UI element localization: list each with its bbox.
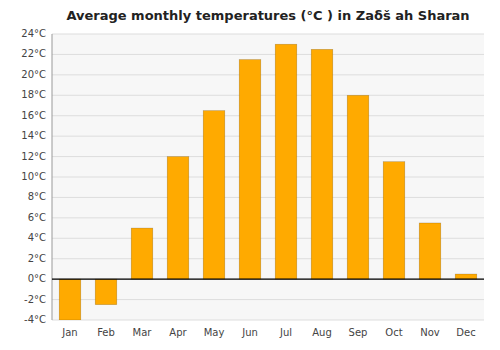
- grid-line: [52, 217, 484, 218]
- grid-line: [52, 74, 484, 75]
- y-tick-label: 18°C: [21, 89, 46, 100]
- grid-line: [52, 177, 484, 178]
- x-tick-label: Jan: [61, 327, 77, 338]
- bar: [347, 95, 369, 279]
- bar: [311, 49, 333, 279]
- y-axis: -4°C -2°C 0°C 2°C 4°C 6°C 8°C 10°C 12°C 14°C 16°C 1…: [21, 28, 52, 325]
- bar: [383, 162, 405, 279]
- y-tick-label: -4°C: [24, 314, 46, 325]
- bar: [95, 279, 117, 305]
- grid-line: [52, 156, 484, 157]
- x-tick-label: May: [204, 327, 225, 338]
- grid-line: [52, 34, 484, 35]
- grid-line: [52, 115, 484, 116]
- grid-line: [52, 197, 484, 198]
- bar: [239, 60, 261, 280]
- x-axis: Jan Feb Mar Apr May Jun Jul Aug Sep Oct Nov Dec: [61, 327, 475, 338]
- bar: [419, 223, 441, 279]
- y-tick-label: 22°C: [21, 48, 46, 59]
- y-tick-label: 20°C: [21, 69, 46, 80]
- grid-line: [52, 320, 484, 321]
- y-tick-label: 10°C: [21, 171, 46, 182]
- bar: [275, 44, 297, 279]
- y-tick-label: -2°C: [24, 294, 46, 305]
- plot-area: [52, 34, 484, 320]
- bars: [52, 44, 484, 320]
- x-tick-label: Jun: [241, 327, 258, 338]
- grid-line: [52, 95, 484, 96]
- y-tick-label: 4°C: [28, 232, 46, 243]
- x-tick-label: Dec: [456, 327, 475, 338]
- y-tick-label: 16°C: [21, 110, 46, 121]
- x-tick-label: Nov: [420, 327, 440, 338]
- title: Average monthly temperatures (°C ) in Za…: [66, 8, 469, 23]
- chart-container: Average monthly temperatures (°C ) in Za…: [0, 0, 500, 350]
- y-tick-label: 0°C: [28, 273, 46, 284]
- x-tick-label: Feb: [97, 327, 115, 338]
- x-tick-label: Mar: [133, 327, 153, 338]
- grid-line: [52, 279, 484, 280]
- y-tick-label: 24°C: [21, 28, 46, 39]
- bar: [167, 157, 189, 280]
- y-axis-line: [52, 34, 53, 320]
- grid-line: [52, 54, 484, 55]
- bar: [131, 228, 153, 279]
- x-tick-label: Jul: [279, 327, 292, 338]
- x-tick-label: Sep: [349, 327, 368, 338]
- chart: Average monthly temperatures (°C ) in Za…: [0, 0, 500, 350]
- baseline: [52, 279, 484, 280]
- x-tick-label: Apr: [169, 327, 187, 338]
- y-tick-label: 14°C: [21, 130, 46, 141]
- y-tick-label: 8°C: [28, 191, 46, 202]
- bar: [203, 111, 225, 280]
- y-tick-label: 2°C: [28, 253, 46, 264]
- bar: [455, 274, 477, 279]
- x-tick-label: Aug: [312, 327, 332, 338]
- grid: [52, 34, 484, 320]
- bar: [59, 279, 81, 320]
- y-tick-label: 12°C: [21, 151, 46, 162]
- grid-line: [52, 136, 484, 137]
- x-tick-label: Oct: [385, 327, 402, 338]
- y-tick-label: 6°C: [28, 212, 46, 223]
